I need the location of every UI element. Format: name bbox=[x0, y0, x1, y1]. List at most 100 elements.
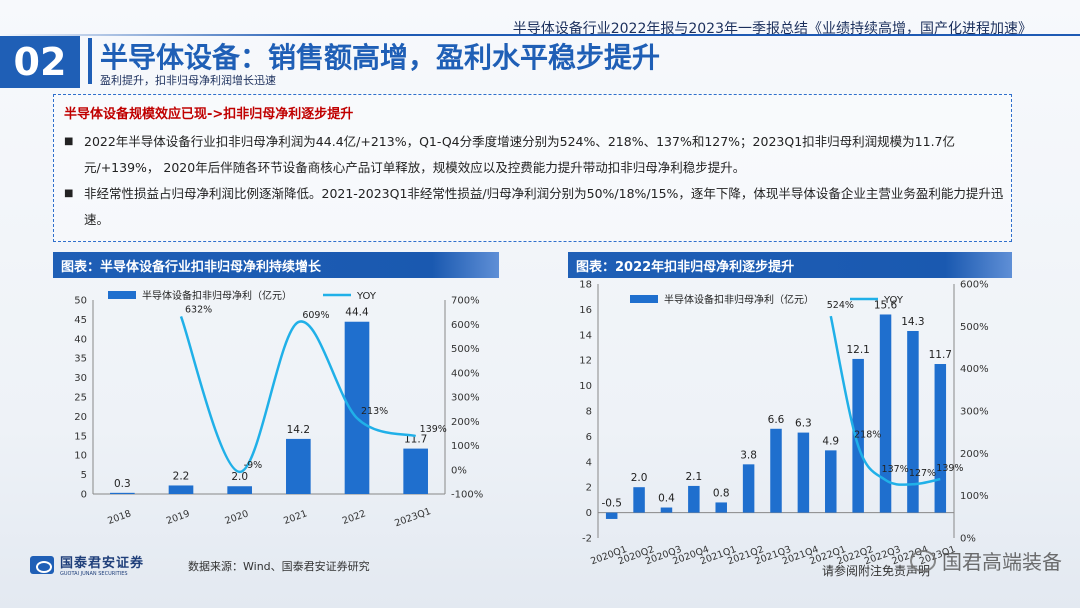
y-tick-label-right: 0% bbox=[451, 465, 467, 476]
y-tick-label-left: 20 bbox=[74, 412, 87, 423]
y-tick-label-left: 0 bbox=[81, 490, 87, 501]
y-tick-label-left: 45 bbox=[74, 315, 87, 326]
y-tick-label-left: 0 bbox=[586, 508, 592, 519]
bar-value-label: 0.8 bbox=[713, 487, 730, 499]
y-tick-label-right: 500% bbox=[451, 344, 480, 355]
header-rule bbox=[0, 34, 1080, 36]
y-tick-label-left: 50 bbox=[74, 296, 87, 307]
bar-value-label: 2.0 bbox=[631, 472, 648, 484]
y-tick-label-left: 16 bbox=[579, 305, 592, 316]
y-tick-label-left: 15 bbox=[74, 431, 87, 442]
bar-value-label: 6.3 bbox=[795, 418, 812, 430]
x-tick-label: 2022 bbox=[341, 508, 367, 527]
annual-profit-chart: 0 5 10 15 20 25 30 35 40 45 50 -100% 0% 100% 200% 300% 4… bbox=[74, 289, 483, 529]
bar-value-label: 12.1 bbox=[846, 344, 869, 356]
data-source: 数据来源：Wind、国泰君安证券研究 bbox=[188, 560, 370, 573]
chart2-title: 图表：2022年扣非归母净利逐步提升 bbox=[568, 252, 1012, 278]
logo-name: 国泰君安证券 bbox=[60, 556, 145, 571]
y-tick-label-left: 2 bbox=[586, 483, 592, 494]
x-tick-label: 2018 bbox=[106, 508, 132, 527]
bar bbox=[770, 428, 782, 513]
yoy-line bbox=[179, 316, 417, 474]
bar-value-label: 6.6 bbox=[768, 414, 785, 426]
yoy-value-label: 524% bbox=[827, 300, 854, 311]
bar bbox=[934, 364, 947, 513]
bullet-marker: ■ bbox=[64, 136, 74, 147]
bar bbox=[660, 507, 673, 513]
y-tick-label-right: 700% bbox=[451, 296, 480, 307]
legend-bar-swatch bbox=[630, 295, 658, 303]
y-tick-label-left: 6 bbox=[586, 432, 592, 443]
bar-value-label: 2.1 bbox=[685, 471, 702, 483]
legend-bar-swatch bbox=[108, 291, 136, 299]
yoy-value-label: 609% bbox=[302, 310, 329, 321]
bullet-marker: ■ bbox=[64, 188, 74, 199]
yoy-value-label: -9% bbox=[244, 460, 263, 471]
bar-value-label: 14.3 bbox=[901, 316, 924, 328]
bar-value-label: 44.4 bbox=[345, 307, 369, 319]
watermark: 国君高端装备 bbox=[910, 546, 1062, 575]
bar bbox=[227, 486, 252, 494]
y-tick-label-right: 400% bbox=[960, 364, 989, 375]
summary-bullets: ■ 2022年半导体设备行业扣非归母净利润为44.4亿/+213%，Q1-Q4分… bbox=[64, 129, 1004, 233]
summary-heading: 半导体设备规模效应已现->扣非归母净利逐步提升 bbox=[64, 107, 354, 122]
y-tick-label-left: 30 bbox=[74, 373, 87, 384]
y-tick-label-left: 8 bbox=[586, 407, 592, 418]
quarterly-profit-chart: -2 0 2 4 6 8 10 12 14 16 18 0% 100% 200% 300% 400% 500% 6… bbox=[579, 280, 989, 568]
y-tick-label-right: 500% bbox=[960, 322, 989, 333]
bar-value-label: -0.5 bbox=[601, 498, 622, 510]
bar bbox=[168, 485, 194, 494]
bar bbox=[825, 450, 837, 513]
bullet-text: 2022年半导体设备行业扣非归母净利润为44.4亿/+213%，Q1-Q4分季度… bbox=[84, 134, 955, 175]
bar bbox=[286, 438, 311, 494]
y-tick-label-left: 5 bbox=[81, 470, 87, 481]
yoy-value-label: 139% bbox=[420, 424, 447, 435]
disclaimer: 请参阅附注免责声明 bbox=[822, 564, 931, 578]
legend-bar-label: 半导体设备扣非归母净利（亿元） bbox=[664, 293, 814, 306]
wechat-icon bbox=[910, 549, 936, 572]
y-tick-label-right: 300% bbox=[451, 393, 480, 404]
x-tick-label: 2021 bbox=[282, 508, 308, 527]
bar bbox=[110, 492, 135, 494]
report-title: 半导体设备行业2022年报与2023年一季报总结《业绩持续高增，国产化进程加速》 bbox=[512, 21, 1032, 37]
chart1-title: 图表：半导体设备行业扣非归母净利持续增长 bbox=[53, 252, 499, 278]
page-subtitle: 盈利提升，扣非归母净利润增长迅速 bbox=[100, 74, 276, 87]
bar bbox=[605, 512, 618, 519]
bar-value-label: 2.2 bbox=[173, 470, 190, 482]
section-number: 02 bbox=[0, 36, 80, 88]
y-tick-label-right: 600% bbox=[960, 280, 989, 291]
y-tick-label-right: 100% bbox=[451, 441, 480, 452]
yoy-line bbox=[829, 315, 941, 486]
bullet-item: ■ 2022年半导体设备行业扣非归母净利润为44.4亿/+213%，Q1-Q4分… bbox=[64, 129, 1004, 181]
y-tick-label-left: 40 bbox=[74, 334, 87, 345]
y-tick-label-left: -2 bbox=[582, 534, 592, 545]
y-tick-label-right: 0% bbox=[960, 534, 976, 545]
bar-value-label: 15.6 bbox=[874, 299, 898, 311]
title-accent-bar bbox=[88, 38, 92, 84]
bar-value-label: 4.9 bbox=[822, 435, 839, 447]
y-tick-label-left: 10 bbox=[579, 381, 592, 392]
y-tick-label-right: 200% bbox=[960, 449, 989, 460]
x-tick-label: 2023Q1 bbox=[393, 506, 432, 529]
bar-value-label: 0.3 bbox=[114, 478, 131, 490]
y-tick-label-left: 35 bbox=[74, 354, 87, 365]
bar bbox=[742, 464, 755, 513]
legend-line-label: YOY bbox=[356, 291, 377, 302]
y-tick-label-right: 400% bbox=[451, 368, 480, 379]
bar bbox=[797, 432, 810, 513]
bullet-item: ■ 非经常性损益占归母净利润比例逐渐降低。2021-2023Q1非经常性损益/归… bbox=[64, 181, 1004, 233]
watermark-text: 国君高端装备 bbox=[942, 550, 1062, 574]
page-title: 半导体设备：销售额高增，盈利水平稳步提升 bbox=[100, 41, 661, 74]
y-tick-label-left: 4 bbox=[586, 457, 592, 468]
yoy-value-label: 218% bbox=[854, 430, 881, 441]
bar bbox=[688, 485, 700, 513]
y-tick-label-right: -100% bbox=[451, 490, 483, 501]
y-tick-label-left: 18 bbox=[579, 280, 592, 291]
y-tick-label-right: 600% bbox=[451, 320, 480, 331]
company-logo: 国泰君安证券 GUOTAI JUNAN SECURITIES bbox=[30, 552, 144, 577]
y-tick-label-left: 10 bbox=[74, 451, 87, 462]
yoy-value-label: 632% bbox=[185, 304, 212, 315]
bar bbox=[633, 487, 645, 513]
x-tick-label: 2020 bbox=[224, 508, 250, 527]
bar bbox=[879, 314, 892, 513]
